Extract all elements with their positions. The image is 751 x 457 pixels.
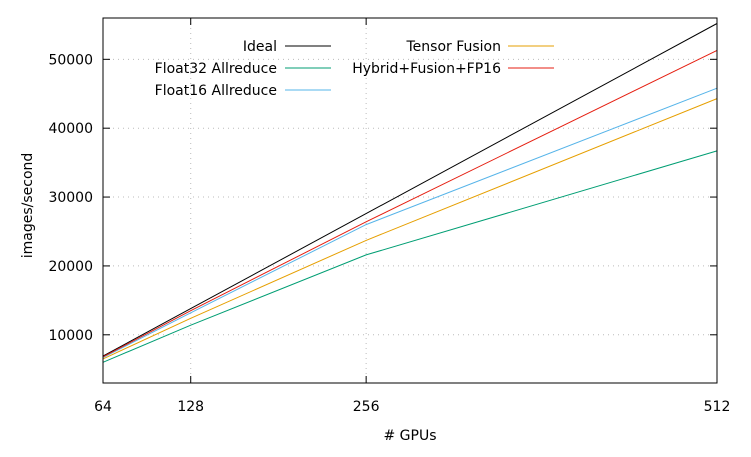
grid-lines <box>103 18 717 383</box>
x-tick-label: 128 <box>177 399 204 415</box>
legend-label-ideal: Ideal <box>243 39 277 55</box>
series-lines <box>102 23 718 363</box>
series-line-float16-allreduce <box>102 87 718 358</box>
axis-ticks: 64 128 256 512 10000 20000 30000 40000 50000 <box>48 18 730 415</box>
x-axis-title: # GPUs <box>383 428 436 444</box>
y-tick-label: 30000 <box>48 190 93 206</box>
y-tick-label: 20000 <box>48 259 93 275</box>
legend-label-tensor-fusion: Tensor Fusion <box>405 39 501 55</box>
series-line-ideal <box>102 23 718 357</box>
series-line-hybrid-fusion-fp16 <box>102 49 718 358</box>
legend-label-float16-allreduce: Float16 Allreduce <box>155 83 277 99</box>
legend: Ideal Float32 Allreduce Float16 Allreduce T… <box>155 39 554 99</box>
plot-border <box>102 17 718 384</box>
series-line-float32-allreduce <box>102 150 718 363</box>
x-tick-label: 256 <box>353 399 380 415</box>
x-tick-label: 512 <box>704 399 731 415</box>
y-tick-label: 40000 <box>48 121 93 137</box>
legend-label-hybrid-fusion-fp16: Hybrid+Fusion+FP16 <box>352 61 501 77</box>
series-line-tensor-fusion <box>102 98 718 360</box>
y-axis-title: images/second <box>20 153 36 259</box>
legend-label-float32-allreduce: Float32 Allreduce <box>155 61 277 77</box>
y-tick-label: 50000 <box>48 52 93 68</box>
x-tick-label: 64 <box>94 399 112 415</box>
y-tick-label: 10000 <box>48 328 93 344</box>
